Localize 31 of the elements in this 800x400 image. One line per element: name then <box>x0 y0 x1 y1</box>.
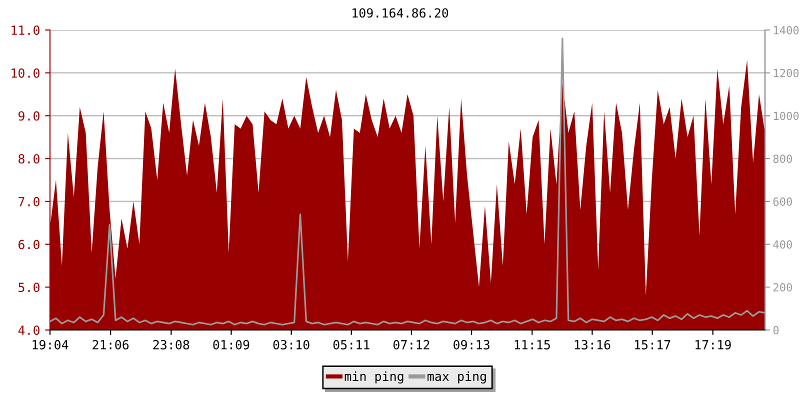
x-tick-label: 01:09 <box>213 340 250 350</box>
x-tick-label: 17:19 <box>696 340 731 350</box>
y2-tick-label: 200 <box>773 283 792 292</box>
legend-label: max ping <box>428 371 486 384</box>
x-tick-label: 13:16 <box>574 340 610 350</box>
x-tick-label: 09:13 <box>454 340 490 350</box>
y2-tick-label: 0 <box>773 326 779 334</box>
y2-tick-label: 600 <box>773 197 792 206</box>
y-tick-label: 5.0 <box>18 282 40 292</box>
y-tick-label: 10.0 <box>12 68 40 78</box>
x-tick-label: 11:15 <box>514 340 550 350</box>
y2-tick-label: 1000 <box>774 112 799 120</box>
y2-tick-label: 1400 <box>774 26 799 34</box>
y-tick-label: 9.0 <box>18 111 40 121</box>
x-tick-label: 05:11 <box>333 340 370 350</box>
x-tick-label: 03:10 <box>273 340 310 350</box>
y2-tick-label: 400 <box>773 240 792 249</box>
y-tick-label: 11.0 <box>12 26 40 35</box>
x-tick-label: 15:17 <box>634 340 670 350</box>
x-tick-label: 23:08 <box>153 340 190 350</box>
y-tick-label: 8.0 <box>18 154 40 164</box>
x-tick-label: 21:06 <box>92 340 129 350</box>
y-tick-label: 7.0 <box>18 196 40 206</box>
chart-title: 109.164.86.20 <box>352 8 448 18</box>
y-tick-label: 4.0 <box>18 326 40 335</box>
y2-tick-label: 1200 <box>774 68 799 78</box>
y2-tick-label: 800 <box>773 154 792 163</box>
x-tick-label: 19:04 <box>32 340 68 350</box>
legend-label: min ping <box>344 371 404 384</box>
y-tick-label: 6.0 <box>18 240 40 250</box>
x-tick-label: 07:12 <box>393 340 430 350</box>
